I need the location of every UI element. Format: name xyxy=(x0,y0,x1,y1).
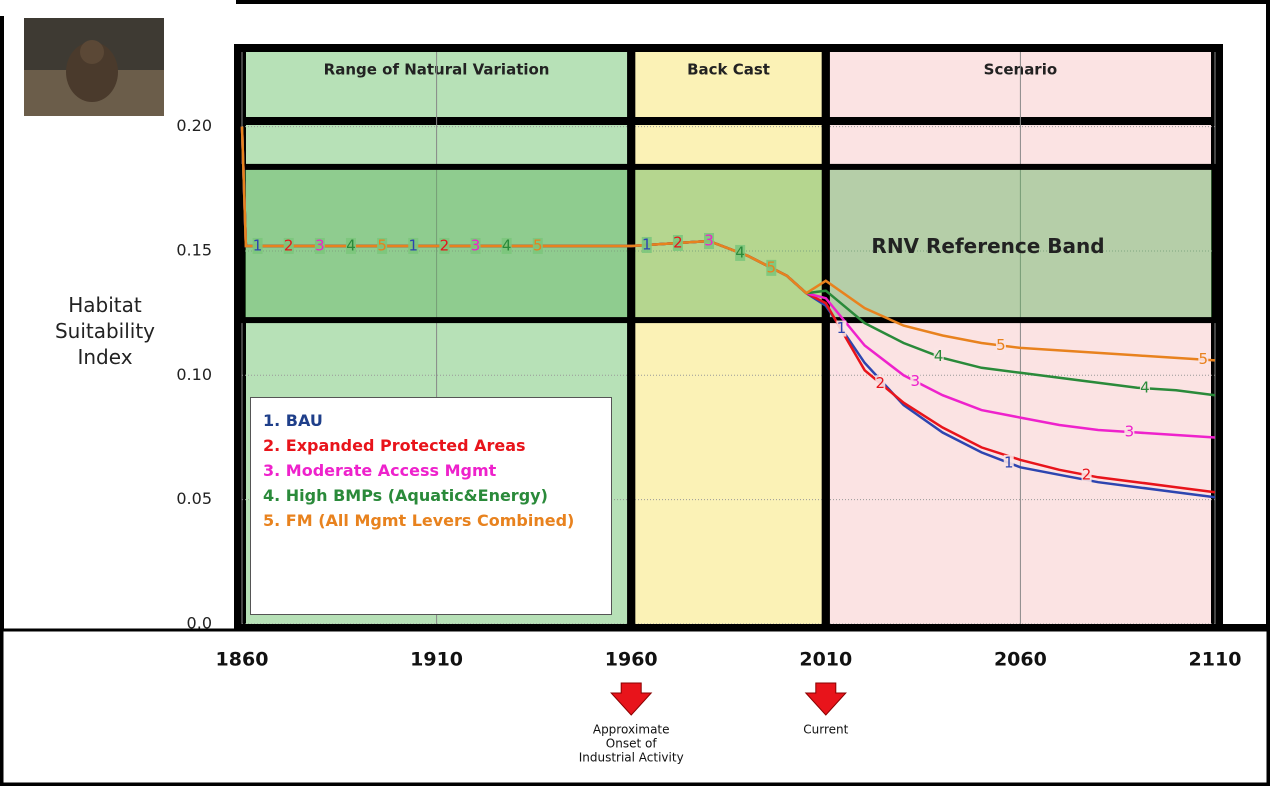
series-marker-label: 2 xyxy=(1082,466,1092,484)
x-tick-label: 1960 xyxy=(605,649,658,671)
series-marker-label: 3 xyxy=(315,236,325,254)
annotation-text: Onset of xyxy=(606,737,658,751)
series-line xyxy=(240,126,1216,362)
marker-bg xyxy=(377,237,388,254)
annotation-text: Approximate xyxy=(593,723,670,737)
series-marker-label: 5 xyxy=(767,258,777,276)
marker-bg xyxy=(470,237,481,254)
photo-head xyxy=(80,40,104,64)
reference-band xyxy=(239,163,1218,324)
series-marker-label: 2 xyxy=(440,236,450,254)
legend-entry: 3. Moderate Access Mgmt xyxy=(263,461,497,480)
marker-bg xyxy=(995,337,1006,354)
annotation-arrow xyxy=(610,682,653,716)
y-tick-label: 0.05 xyxy=(176,489,212,508)
series-marker-label: 3 xyxy=(1125,423,1135,441)
x-tick-label: 1910 xyxy=(410,649,463,671)
photo xyxy=(24,18,164,116)
legend-entry: 2. Expanded Protected Areas xyxy=(263,436,526,455)
series-marker-label: 3 xyxy=(911,372,921,390)
reference-band-label: RNV Reference Band xyxy=(871,234,1104,258)
marker-bg xyxy=(252,237,263,254)
series-marker-label: 4 xyxy=(502,236,512,254)
marker-bg xyxy=(766,259,777,276)
y-tick-label: 0.20 xyxy=(176,116,212,135)
marker-bg xyxy=(910,373,921,390)
region xyxy=(635,52,822,624)
marker-bg xyxy=(1124,424,1135,441)
series-marker-label: 5 xyxy=(1199,350,1209,368)
region-label: Back Cast xyxy=(687,61,770,79)
marker-bg xyxy=(704,233,715,250)
marker-bg xyxy=(1198,351,1209,368)
series-marker-label: 2 xyxy=(284,236,294,254)
series-marker-label: 2 xyxy=(673,233,683,251)
annotation-text: Current xyxy=(803,723,848,737)
marker-bg xyxy=(408,237,419,254)
x-tick-label: 1860 xyxy=(216,649,269,671)
y-axis-label: Habitat Suitability Index xyxy=(55,293,155,369)
x-tick-label: 2060 xyxy=(994,649,1047,671)
annotation-arrow xyxy=(804,682,847,716)
series-marker-label: 4 xyxy=(735,243,745,261)
legend-entry: 1. BAU xyxy=(263,411,323,430)
y-tick-label: 0.0 xyxy=(187,614,212,633)
series-marker-label: 1 xyxy=(837,319,847,337)
x-tick-label: 2010 xyxy=(799,649,852,671)
series-marker-label: 2 xyxy=(876,374,886,392)
marker-bg xyxy=(1003,454,1014,471)
marker-bg xyxy=(875,375,886,392)
series-marker-label: 1 xyxy=(642,235,652,253)
series-marker-label: 1 xyxy=(1004,453,1014,471)
series-marker-label: 4 xyxy=(934,347,944,365)
legend-entry: 4. High BMPs (Aquatic&Energy) xyxy=(263,486,548,505)
marker-bg xyxy=(283,237,294,254)
legend-entry: 5. FM (All Mgmt Levers Combined) xyxy=(263,511,575,530)
marker-bg xyxy=(1081,467,1092,484)
series-marker-label: 5 xyxy=(377,236,387,254)
series-marker-label: 1 xyxy=(253,236,263,254)
marker-bg xyxy=(1139,380,1150,397)
marker-bg xyxy=(735,244,746,261)
series-marker-label: 4 xyxy=(346,236,356,254)
y-tick-label: 0.15 xyxy=(176,240,212,259)
band-top-bar xyxy=(242,117,1215,125)
series-marker-label: 3 xyxy=(471,236,481,254)
series-marker-label: 1 xyxy=(408,236,418,254)
marker-bg xyxy=(836,320,847,337)
series-marker-label: 4 xyxy=(1140,379,1150,397)
series-marker-label: 3 xyxy=(704,232,714,250)
marker-bg xyxy=(532,237,543,254)
marker-bg xyxy=(501,237,512,254)
legend: 1. BAU 2. Expanded Protected Areas 3. Mode… xyxy=(250,397,612,615)
marker-bg xyxy=(314,237,325,254)
series-marker-label: 5 xyxy=(996,336,1006,354)
frame-gap xyxy=(0,0,236,16)
marker-bg xyxy=(933,348,944,365)
marker-bg xyxy=(672,234,683,251)
series-marker-label: 5 xyxy=(533,236,543,254)
photo-animal xyxy=(66,42,118,102)
x-tick-label: 2110 xyxy=(1189,649,1242,671)
marker-bg xyxy=(641,236,652,253)
marker-bg xyxy=(345,237,356,254)
y-tick-label: 0.10 xyxy=(176,365,212,384)
annotation-text: Industrial Activity xyxy=(579,751,684,765)
marker-bg xyxy=(439,237,450,254)
